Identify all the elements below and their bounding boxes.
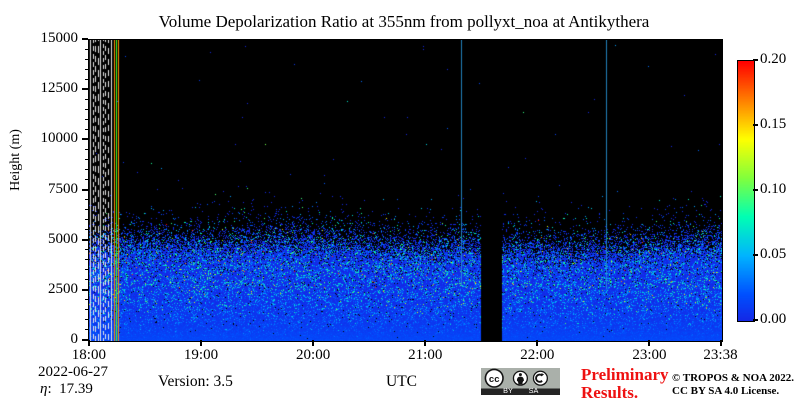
svg-text:BY: BY xyxy=(503,386,513,395)
svg-text:cc: cc xyxy=(489,374,500,385)
svg-text:SA: SA xyxy=(529,386,539,395)
